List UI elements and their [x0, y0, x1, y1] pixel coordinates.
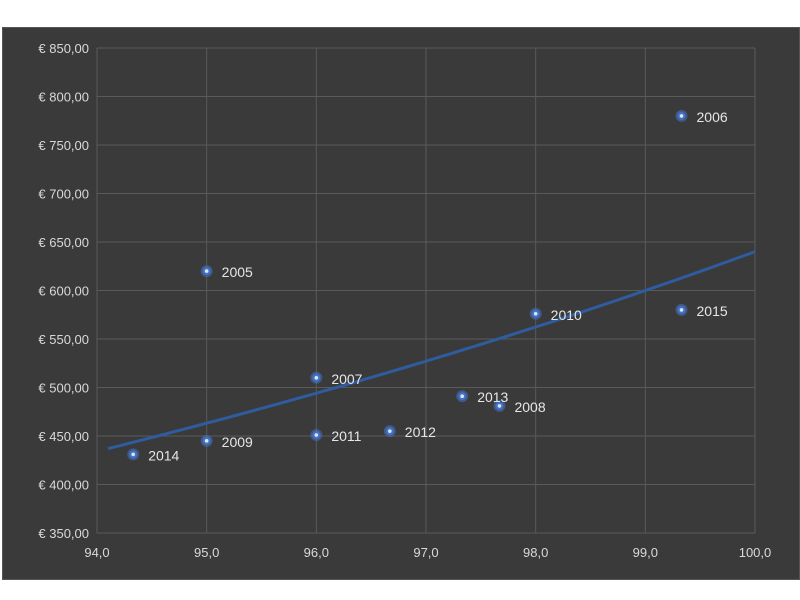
data-label: 2013 — [477, 389, 508, 405]
y-tick-label: € 400,00 — [38, 478, 89, 493]
data-label: 2006 — [697, 109, 728, 125]
y-tick-label: € 500,00 — [38, 381, 89, 396]
x-tick-label: 95,0 — [194, 545, 219, 560]
y-tick-label: € 850,00 — [38, 41, 89, 56]
data-point-center — [314, 376, 319, 380]
y-tick-label: € 750,00 — [38, 138, 89, 153]
y-tick-label: € 350,00 — [38, 526, 89, 541]
data-label: 2010 — [551, 307, 582, 323]
data-point-center — [679, 114, 684, 118]
data-label: 2009 — [222, 434, 253, 450]
data-point-center — [679, 308, 684, 312]
data-label: 2011 — [331, 428, 361, 444]
data-point-center — [460, 394, 464, 399]
data-point-center — [131, 452, 135, 457]
y-tick-label: € 550,00 — [38, 332, 89, 347]
data-point-center — [533, 311, 538, 316]
trendline — [107, 250, 756, 451]
chart-area: € 350,00 € 400,00 € 450,00 € 500,00 € 550,00… — [2, 27, 800, 580]
y-tick-label: € 800,00 — [38, 90, 89, 105]
x-tick-label: 98,0 — [523, 545, 548, 560]
data-label: 2015 — [697, 303, 728, 319]
data-point-center — [314, 433, 319, 437]
data-label: 2008 — [514, 399, 545, 415]
data-label: 2012 — [405, 424, 436, 440]
data-label: 2007 — [331, 371, 362, 387]
y-tick-label: € 450,00 — [38, 429, 89, 444]
x-tick-label: 99,0 — [633, 545, 658, 560]
x-tick-label: 100,0 — [739, 545, 772, 560]
x-tick-label: 97,0 — [413, 545, 438, 560]
x-tick-label: 94,0 — [84, 545, 109, 560]
data-point-center — [497, 404, 502, 408]
data-point-center — [388, 429, 392, 433]
y-tick-label: € 650,00 — [38, 235, 89, 250]
data-label: 2014 — [148, 447, 179, 463]
data-point-center — [204, 439, 209, 443]
data-label: 2005 — [222, 264, 253, 280]
x-tick-label: 96,0 — [304, 545, 329, 560]
y-tick-label: € 700,00 — [38, 187, 89, 202]
data-point-center — [204, 269, 209, 273]
y-tick-label: € 600,00 — [38, 284, 89, 299]
scatter-plot: € 350,00 € 400,00 € 450,00 € 500,00 € 550,00… — [38, 41, 772, 560]
